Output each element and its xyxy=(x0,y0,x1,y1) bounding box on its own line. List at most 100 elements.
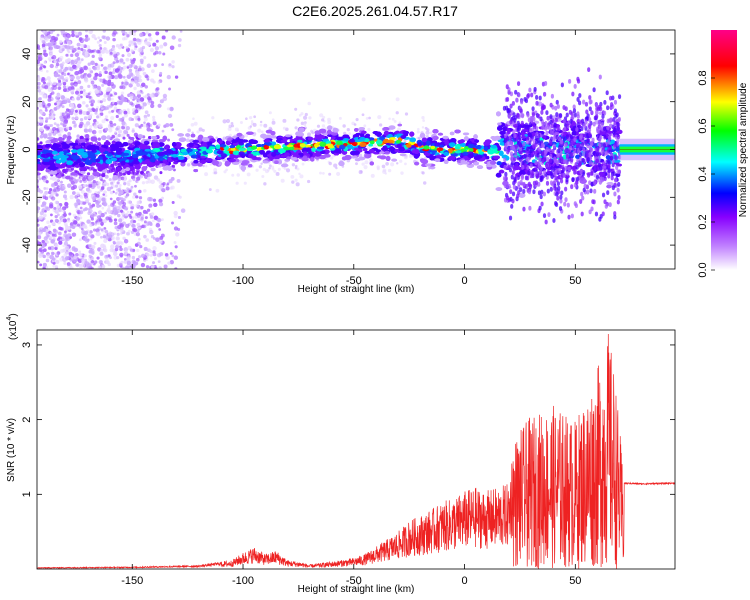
spectrogram-cell xyxy=(177,227,181,232)
spectrogram-cell xyxy=(59,74,64,80)
spectrogram-cell xyxy=(404,112,409,116)
spectrogram-cell xyxy=(348,132,352,135)
spectrogram-cell xyxy=(335,166,338,170)
spectrogram-cell xyxy=(157,103,162,108)
spectrogram-cell xyxy=(106,209,109,213)
spectrogram-cell xyxy=(330,156,334,160)
spectrogram-cell xyxy=(130,80,135,85)
spectrogram-cell xyxy=(96,231,101,237)
spectrogram-cell xyxy=(83,116,88,120)
spectrogram-cell xyxy=(140,91,144,95)
spectrogram-cell xyxy=(76,135,80,139)
spectrogram-cell xyxy=(60,95,65,100)
spectrogram-cell xyxy=(76,178,80,182)
spectrogram-cell xyxy=(355,162,358,166)
spectrogram-cell xyxy=(211,156,215,160)
spectrogram-cell xyxy=(122,61,126,65)
spectrogram-cell xyxy=(130,59,135,65)
spectrogram-cell xyxy=(86,219,91,224)
spectrogram-cell xyxy=(112,240,116,244)
spectrogram-cell xyxy=(90,99,95,104)
spectrogram-cell xyxy=(119,223,124,228)
spectrogram-cell xyxy=(144,110,149,115)
spectrogram-cell xyxy=(44,37,49,42)
spectrogram-cell xyxy=(87,107,91,111)
spectrogram-cell xyxy=(268,126,273,131)
spectrogram-cell xyxy=(121,81,124,85)
spectrogram-cell xyxy=(91,49,95,53)
spectrogram-cell xyxy=(319,171,322,175)
spectrogram-cell xyxy=(424,126,428,130)
spectrogram-cell xyxy=(60,30,66,34)
spectrogram-cell xyxy=(65,53,69,57)
spectrogram-cell xyxy=(76,264,79,268)
spectrogram-cell xyxy=(85,187,91,192)
spectrogram-cell xyxy=(56,33,60,37)
spectrogram-cell xyxy=(290,174,295,179)
spectrogram-cell xyxy=(118,263,123,268)
spectrogram-cell xyxy=(142,209,147,214)
spectrogram-cell xyxy=(37,106,39,110)
spectrogram-cell xyxy=(169,122,174,127)
spectrogram-cell xyxy=(108,128,113,133)
spectrogram-cell xyxy=(136,222,140,227)
spectrogram-cell xyxy=(60,122,64,126)
spectrogram-cell xyxy=(52,188,57,192)
spectrogram-cell xyxy=(75,252,79,257)
spectrogram-cell xyxy=(136,176,141,181)
spectrogram-cell xyxy=(100,64,104,67)
spectrogram-cell xyxy=(53,44,59,49)
spectrogram-cell xyxy=(77,31,82,36)
spectrogram-cell xyxy=(246,172,251,177)
spectrogram-cell xyxy=(58,240,63,245)
spectrogram-cell xyxy=(60,180,63,184)
spectrogram-cell xyxy=(236,173,240,177)
spectrogram-cell xyxy=(273,169,277,173)
spectrogram-cell xyxy=(158,180,163,184)
spectrogram-cell xyxy=(114,191,118,195)
spectrogram-cell xyxy=(77,61,81,66)
spectrogram-cell xyxy=(128,43,132,47)
spectrogram-cell xyxy=(63,112,68,117)
spectrogram-cell xyxy=(97,49,102,54)
spectrogram-cell xyxy=(130,206,135,210)
spectrogram-cell xyxy=(126,133,130,137)
spectrogram-cell xyxy=(82,225,86,229)
spectrogram-cell xyxy=(86,37,91,41)
spectrogram-cell xyxy=(151,219,155,223)
spectrogram-cell xyxy=(126,170,131,175)
spectrogram-cell xyxy=(123,181,127,186)
spectrogram-cell xyxy=(132,178,136,182)
spectrogram-cell xyxy=(114,135,119,139)
spectrogram-cell xyxy=(124,249,128,253)
spectrogram-cell xyxy=(129,248,134,252)
spectrogram-cell xyxy=(78,238,82,242)
spectrogram-cell xyxy=(161,129,165,133)
spectrogram-cell xyxy=(99,260,103,264)
spectrogram-cell xyxy=(143,188,147,193)
spectrogram-cell xyxy=(111,211,115,215)
spectrogram-cell xyxy=(115,60,119,64)
spectrogram-cell xyxy=(97,221,101,225)
spectrogram-cell xyxy=(66,113,71,117)
spectrogram-cell xyxy=(294,107,298,111)
spectrogram-cell xyxy=(115,244,120,249)
spectrogram-cell xyxy=(104,211,107,215)
spectrogram-cell xyxy=(307,101,311,106)
spectrogram-cell xyxy=(65,169,69,173)
spectrogram-cell xyxy=(50,109,55,115)
spectrogram-cell xyxy=(119,43,124,48)
spectrogram-cell xyxy=(111,140,117,145)
spectrogram-cell xyxy=(89,204,93,209)
spectrogram-cell xyxy=(56,205,61,209)
spectrogram-heatmap xyxy=(37,30,675,269)
spectrogram-cell xyxy=(109,256,112,260)
spectrogram-cell xyxy=(381,164,386,169)
spectrogram-cell xyxy=(162,96,168,102)
spectrogram-cell xyxy=(121,266,126,269)
spectrogram-cell xyxy=(88,69,93,74)
spectrogram-cell xyxy=(253,115,257,119)
spectrogram-cell xyxy=(155,237,160,242)
spectrogram-cell xyxy=(67,58,71,62)
